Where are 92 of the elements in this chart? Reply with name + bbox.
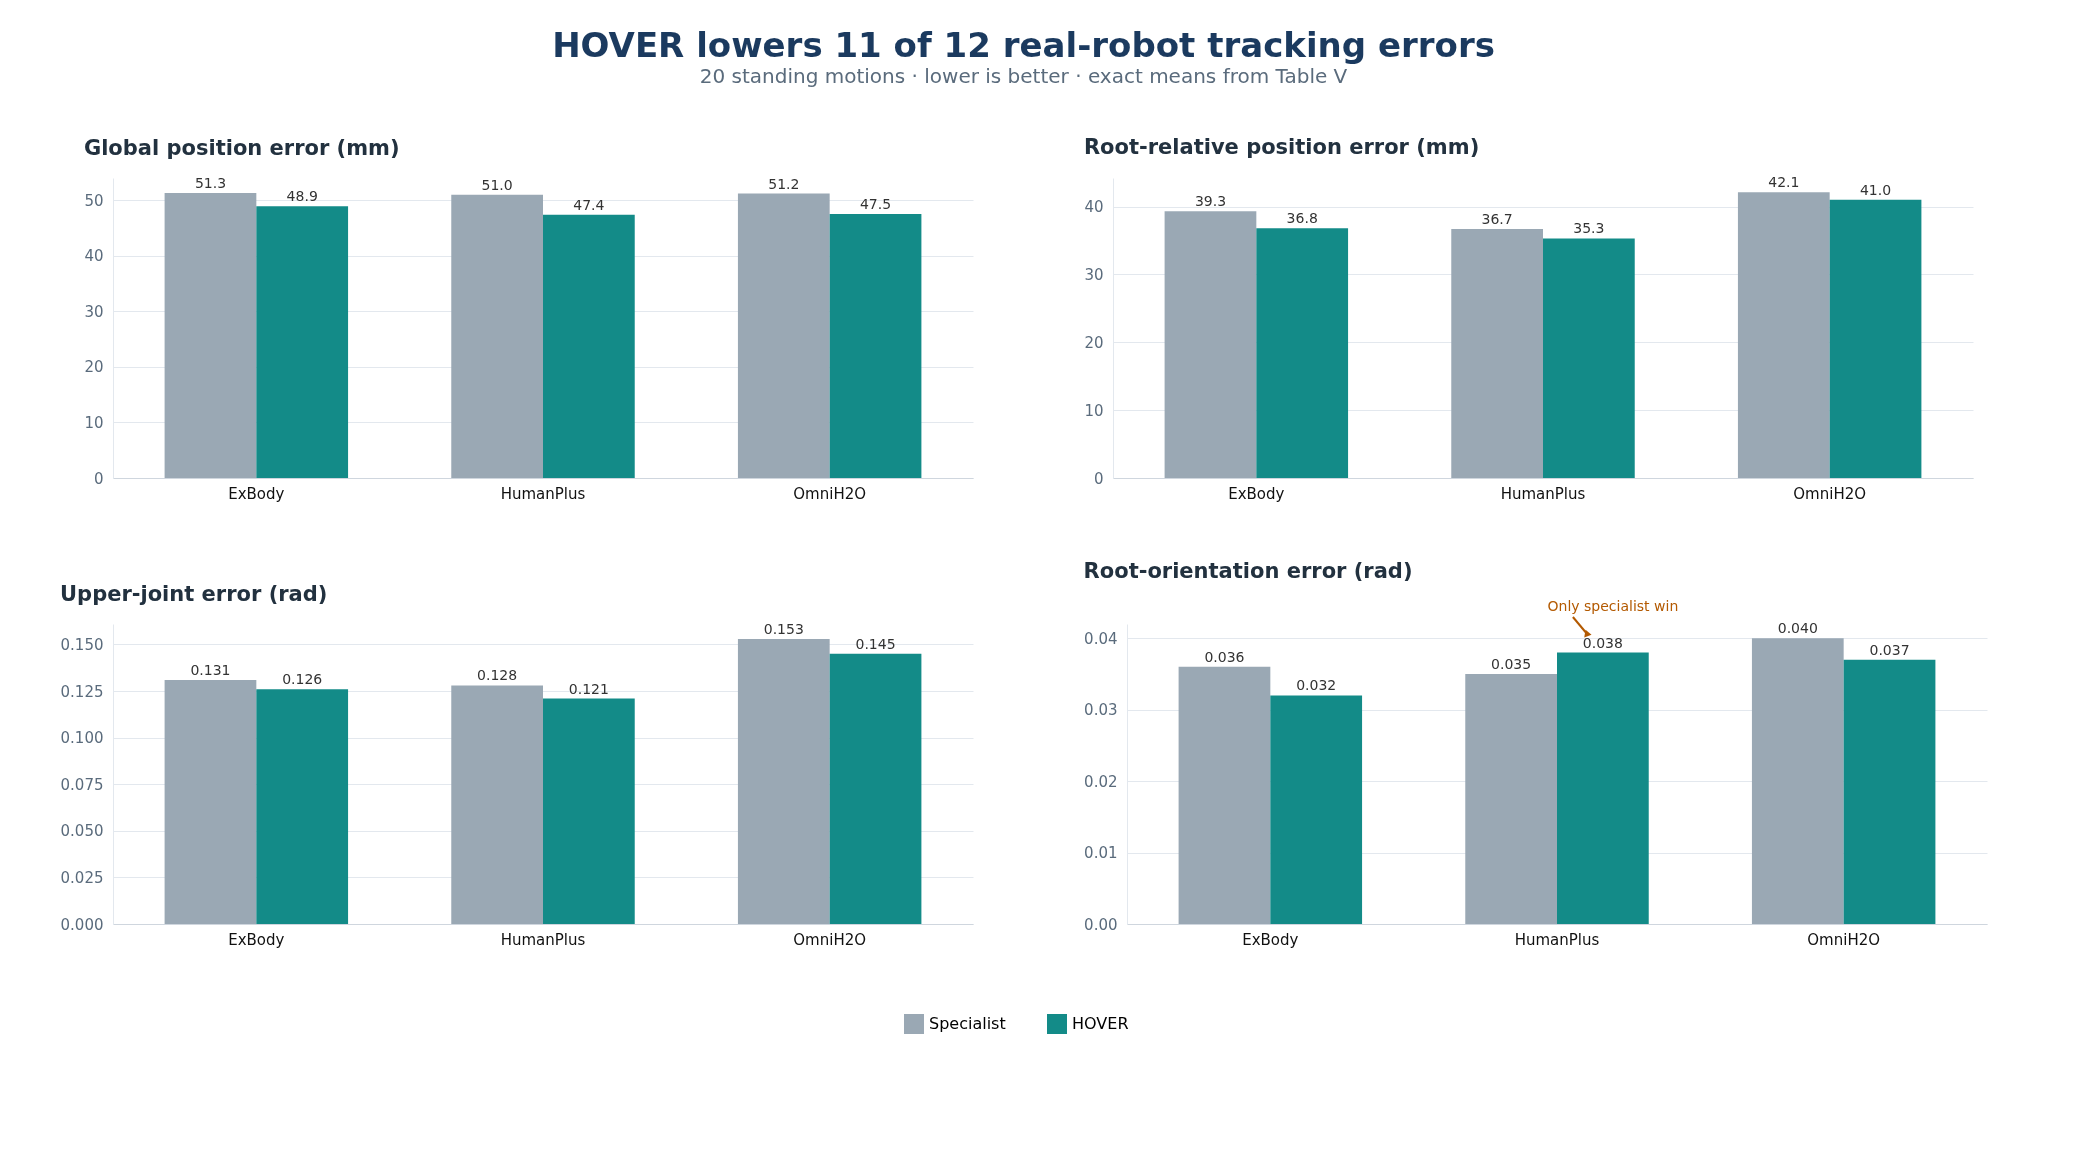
y-tick-label: 0.150 [60, 636, 104, 654]
bar [1751, 638, 1844, 924]
bar [1843, 659, 1936, 924]
data-label: 48.9 [286, 188, 318, 205]
bar [1256, 228, 1349, 478]
y-tick-label: 20 [84, 358, 104, 377]
bar [256, 206, 349, 478]
data-label: 0.131 [190, 661, 231, 678]
bar [829, 214, 922, 478]
bar [256, 689, 349, 924]
y-tick-label: 0.01 [1084, 844, 1118, 863]
y-tick-label: 0.025 [60, 868, 104, 887]
legend-label: Specialist [929, 1014, 1006, 1033]
data-label: 36.8 [1286, 210, 1318, 227]
y-tick-label: 20 [1084, 333, 1104, 352]
x-tick-label: ExBody [1228, 484, 1285, 503]
data-label: 0.038 [1582, 634, 1623, 651]
bar [1465, 674, 1557, 924]
bar [737, 193, 830, 478]
data-label: 51.0 [481, 176, 513, 193]
y-tick-label: 10 [1084, 401, 1104, 420]
data-label: 51.2 [768, 175, 800, 192]
x-tick-label: HumanPlus [1500, 484, 1586, 503]
x-tick-label: HumanPlus [500, 930, 586, 949]
legend-label: HOVER [1072, 1014, 1129, 1033]
bar [451, 194, 543, 478]
y-tick-label: 40 [84, 247, 104, 266]
y-tick-label: 0.00 [1084, 915, 1118, 934]
chart-title: Root-relative position error (mm) [1083, 135, 1480, 160]
bar [1737, 192, 1830, 478]
y-tick-label: 0.050 [60, 822, 104, 841]
x-tick-label: HumanPlus [1514, 930, 1600, 949]
x-tick-label: OmniH2O [793, 930, 867, 949]
bar [164, 193, 257, 478]
y-tick-label: 30 [1084, 265, 1104, 284]
chart-title: Upper-joint error (rad) [60, 581, 328, 606]
y-tick-label: 10 [84, 413, 104, 432]
bar [1829, 199, 1922, 478]
bar [451, 685, 543, 924]
x-tick-label: OmniH2O [1807, 930, 1881, 949]
data-label: 36.7 [1481, 210, 1513, 227]
bar [1164, 211, 1257, 478]
text: 20 standing motions · lower is better · exact means from Table V [699, 64, 1348, 89]
x-tick-label: OmniH2O [793, 484, 867, 503]
data-label: 0.040 [1777, 620, 1818, 637]
y-tick-label: 0.100 [60, 729, 104, 748]
bar [737, 638, 830, 924]
x-tick-label: HumanPlus [500, 484, 586, 503]
data-label: 0.153 [763, 620, 804, 637]
y-tick-label: 0.075 [60, 775, 104, 794]
data-label: 51.3 [194, 175, 227, 191]
data-label: 47.4 [573, 196, 605, 213]
x-tick-label: OmniH2O [1793, 484, 1867, 503]
text: Only specialist win [1547, 598, 1679, 614]
chart-title: Global position error (mm) [83, 136, 400, 160]
text: HOVER lowers 11 of 12 real-robot tracking errors [552, 25, 1495, 66]
data-label: 0.145 [855, 635, 896, 652]
bar [1543, 238, 1635, 478]
x-tick-label: ExBody [228, 484, 285, 503]
data-label: 41.0 [1859, 181, 1892, 198]
y-tick-label: 0.125 [60, 682, 104, 701]
bar [164, 679, 257, 924]
bar [1178, 666, 1271, 924]
x-tick-label: ExBody [1242, 930, 1299, 949]
data-label: 0.128 [477, 667, 518, 684]
y-tick-label: 0.03 [1084, 701, 1118, 720]
y-tick-label: 50 [84, 191, 104, 210]
bar [543, 698, 635, 924]
y-tick-label: 30 [84, 302, 104, 321]
data-label: 0.037 [1869, 641, 1910, 658]
bar [1270, 695, 1363, 924]
chart-title: Root-orientation error (rad) [1083, 559, 1413, 583]
data-label: 39.3 [1194, 193, 1227, 210]
y-tick-label: 0.02 [1084, 772, 1118, 791]
data-label: 0.035 [1491, 656, 1532, 672]
data-label: 0.032 [1296, 677, 1337, 694]
y-tick-label: 0 [1093, 469, 1104, 488]
data-label: 0.121 [568, 680, 609, 697]
y-tick-label: 0.000 [60, 915, 104, 934]
y-tick-label: 0 [93, 469, 104, 488]
bar [1557, 652, 1649, 924]
data-label: 0.036 [1204, 648, 1245, 665]
data-label: 42.1 [1768, 174, 1800, 191]
y-tick-label: 40 [1084, 198, 1104, 217]
x-tick-label: ExBody [228, 930, 285, 949]
data-label: 0.126 [282, 671, 323, 688]
data-label: 35.3 [1573, 220, 1605, 237]
bar [1451, 228, 1543, 478]
y-tick-label: 0.04 [1084, 629, 1118, 648]
bar [543, 214, 635, 478]
data-label: 47.5 [859, 196, 892, 213]
bar [829, 653, 922, 924]
